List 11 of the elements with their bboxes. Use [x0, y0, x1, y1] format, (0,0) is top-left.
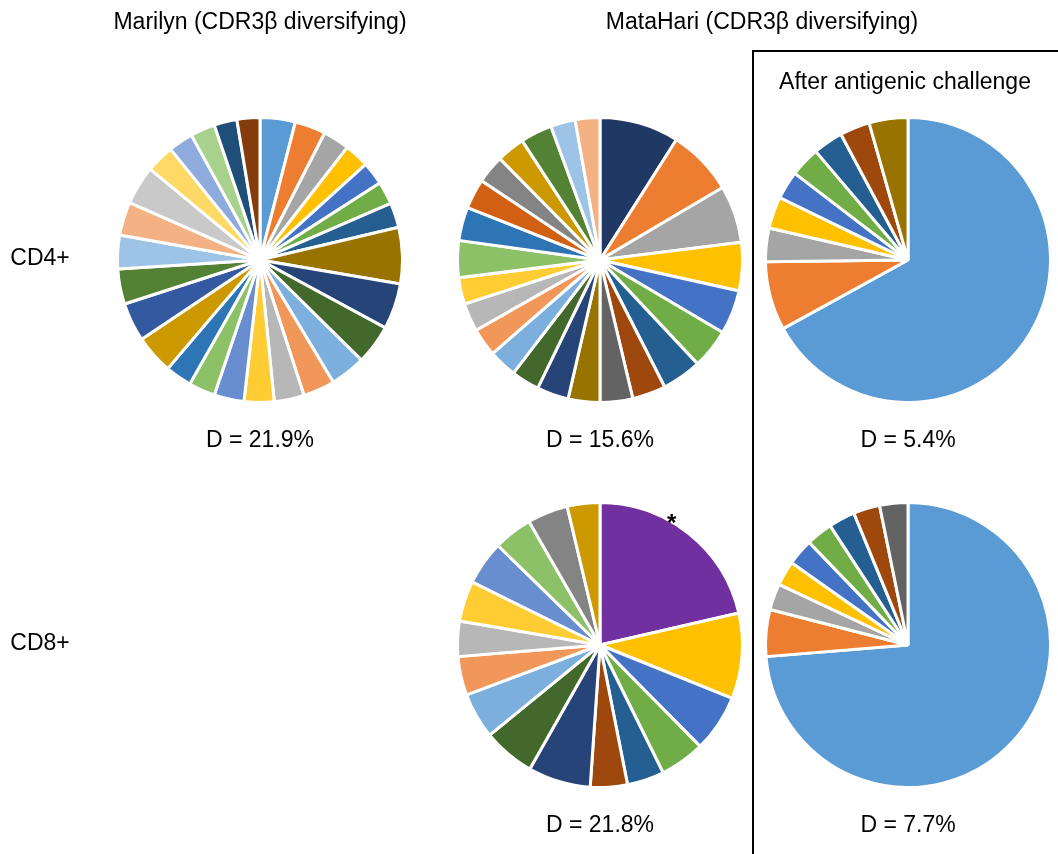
text: D = 21.9%: [205, 426, 315, 453]
text: D = 5.4%: [860, 426, 956, 453]
text: *: [667, 508, 677, 537]
chart-title: Marilyn (CDR3β diversifying): [113, 8, 407, 35]
text: D = 21.8%: [545, 811, 655, 838]
chart-title: MataHari (CDR3β diversifying): [605, 8, 919, 35]
text: D = 15.6%: [545, 426, 655, 453]
text: CD8+: [10, 629, 70, 656]
chart-title: After antigenic challenge: [779, 68, 1031, 95]
text: D = 7.7%: [860, 811, 956, 838]
text: CD4+: [10, 244, 70, 271]
